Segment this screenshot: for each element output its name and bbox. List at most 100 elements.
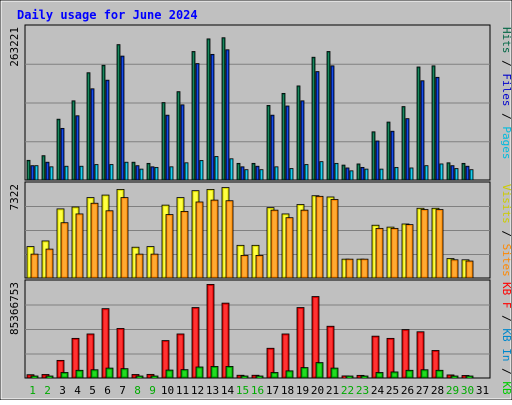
bar-highlight xyxy=(43,242,48,277)
x-tick-label-day-22: 22 xyxy=(341,384,354,397)
bar-highlight xyxy=(197,65,198,179)
legend-kb-in: KB In xyxy=(500,328,512,361)
bar-highlight xyxy=(223,304,228,377)
bar-highlight xyxy=(242,168,243,179)
bar-highlight xyxy=(373,226,378,277)
bar-highlight xyxy=(73,102,74,179)
bar-highlight xyxy=(377,373,382,377)
bar-highlight xyxy=(373,133,374,179)
bar-highlight xyxy=(418,333,423,377)
bar-highlight xyxy=(36,167,37,179)
bar-highlight xyxy=(403,331,408,377)
legend-kb-f: KB F xyxy=(500,282,512,309)
x-axis-labels: 1 2 3 4 5 6 7 8 9 10 11 12 13 14 15 16 17 18 19 20 21 22 23 24 2… xyxy=(29,384,489,397)
bar-highlight xyxy=(261,171,262,179)
bar-highlight xyxy=(448,260,453,277)
x-tick-label-day-1: 1 xyxy=(29,384,36,397)
bar-highlight xyxy=(122,370,127,377)
bar-highlight xyxy=(178,93,179,179)
panel-2: 7322 Visits / Sites xyxy=(8,181,512,279)
panel-1: 263221 Hits / Files / Pages xyxy=(8,24,512,181)
bar-highlight xyxy=(197,368,202,377)
bar-highlight xyxy=(328,52,329,179)
bar-highlight xyxy=(167,371,172,377)
legend-separator: / xyxy=(500,224,512,244)
x-tick-label-day-28: 28 xyxy=(431,384,444,397)
bar-highlight xyxy=(407,371,412,377)
bar-highlight xyxy=(407,226,412,277)
bar-highlight xyxy=(257,377,262,378)
bar-highlight xyxy=(62,224,67,277)
x-tick-label-day-31: 31 xyxy=(476,384,489,397)
bar-highlight xyxy=(201,161,202,179)
bar-highlight xyxy=(216,157,217,179)
bar-highlight xyxy=(193,192,198,277)
bar-highlight xyxy=(422,211,427,277)
x-tick-label-day-9: 9 xyxy=(149,384,156,397)
bar-highlight xyxy=(32,167,33,179)
x-tick-label-day-10: 10 xyxy=(161,384,174,397)
bar-highlight xyxy=(43,157,44,179)
bar-highlight xyxy=(126,163,127,179)
x-tick-label-day-6: 6 xyxy=(104,384,111,397)
x-tick-label-day-26: 26 xyxy=(401,384,414,397)
bar-highlight xyxy=(137,167,138,179)
bar-highlight xyxy=(268,106,269,179)
bar-highlight xyxy=(302,102,303,179)
bar-highlight xyxy=(88,199,93,277)
bar-highlight xyxy=(418,68,419,179)
bar-highlight xyxy=(257,256,262,277)
x-tick-label-day-4: 4 xyxy=(74,384,81,397)
bar-highlight xyxy=(47,163,48,179)
bar-highlight xyxy=(272,373,277,377)
bar-highlight xyxy=(452,167,453,179)
chart-title: Daily usage for June 2024 xyxy=(17,8,198,22)
bar-highlight xyxy=(137,255,142,277)
bar-highlight xyxy=(118,46,119,179)
bar-highlight xyxy=(148,248,153,277)
bar-highlight xyxy=(208,190,213,277)
bar-highlight xyxy=(73,339,78,377)
bar-highlight xyxy=(43,375,48,377)
bar-highlight xyxy=(208,285,213,377)
bar-highlight xyxy=(456,170,457,179)
bar-highlight xyxy=(118,190,123,277)
bar-highlight xyxy=(362,260,367,277)
bar-highlight xyxy=(336,164,337,179)
bar-highlight xyxy=(227,202,232,277)
bar-highlight xyxy=(448,376,453,377)
bar-highlight xyxy=(298,87,299,179)
bar-highlight xyxy=(467,377,472,378)
bar-highlight xyxy=(317,73,318,179)
bar-highlight xyxy=(58,361,63,377)
bar-highlight xyxy=(467,167,468,179)
bar-highlight xyxy=(182,371,187,377)
bar-highlight xyxy=(471,171,472,179)
bar-highlight xyxy=(107,81,108,179)
bar-highlight xyxy=(88,74,89,179)
panel-3: 85366753 KB F / KB In / KB Out xyxy=(8,279,512,405)
bar-highlight xyxy=(62,373,67,377)
bar-highlight xyxy=(66,167,67,179)
bar-highlight xyxy=(242,256,247,277)
bar-highlight xyxy=(328,198,333,277)
bar-highlight xyxy=(167,216,172,277)
bar-highlight xyxy=(276,168,277,179)
bar-highlight xyxy=(373,337,378,377)
bar-highlight xyxy=(148,375,153,377)
bar-highlight xyxy=(358,260,363,277)
legend-kb-out: KB Out xyxy=(500,381,512,400)
bar-highlight xyxy=(197,203,202,277)
bar-highlight xyxy=(437,371,442,377)
bar-highlight xyxy=(32,377,37,378)
legend-files: Files xyxy=(500,73,512,106)
x-tick-label-day-14: 14 xyxy=(221,384,235,397)
x-tick-label-day-12: 12 xyxy=(191,384,204,397)
bar-highlight xyxy=(231,160,232,179)
bar-highlight xyxy=(92,204,97,277)
bar-highlight xyxy=(268,349,273,377)
bar-highlight xyxy=(212,55,213,179)
bar-highlight xyxy=(392,132,393,179)
bar-highlight xyxy=(362,377,367,378)
